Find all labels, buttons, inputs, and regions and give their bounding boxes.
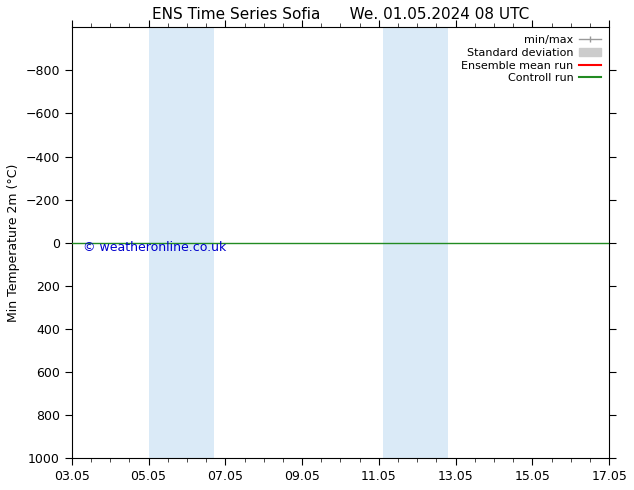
Title: ENS Time Series Sofia      We. 01.05.2024 08 UTC: ENS Time Series Sofia We. 01.05.2024 08 … <box>152 7 529 22</box>
Bar <box>181 27 214 458</box>
Bar <box>148 27 181 458</box>
Bar <box>383 27 415 458</box>
Bar <box>415 27 448 458</box>
Text: © weatheronline.co.uk: © weatheronline.co.uk <box>82 241 226 254</box>
Y-axis label: Min Temperature 2m (°C): Min Temperature 2m (°C) <box>7 164 20 322</box>
Legend: min/max, Standard deviation, Ensemble mean run, Controll run: min/max, Standard deviation, Ensemble me… <box>459 33 604 86</box>
